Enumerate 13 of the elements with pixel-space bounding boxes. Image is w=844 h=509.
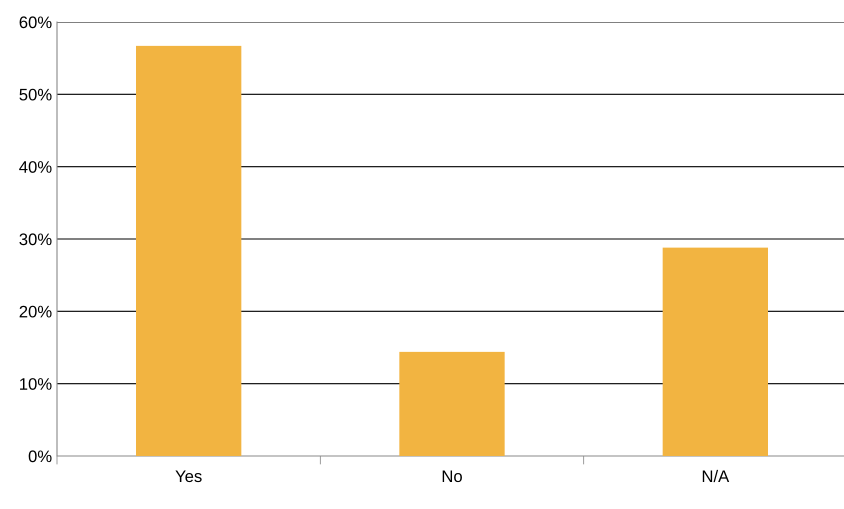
y-tick-label: 20% xyxy=(20,306,52,318)
x-tick-label: N/A xyxy=(702,470,730,482)
y-tick-label: 10% xyxy=(20,378,52,390)
y-tick-label: 50% xyxy=(19,88,52,101)
x-tick-label: No xyxy=(442,470,462,482)
bar xyxy=(399,352,505,456)
y-tick-label: 0% xyxy=(28,450,52,462)
y-tick-label: 40% xyxy=(19,161,52,173)
bar xyxy=(662,248,768,456)
bar xyxy=(136,46,242,456)
y-tick-label: 60% xyxy=(20,16,52,28)
x-tick-label: Yes xyxy=(175,470,202,482)
y-tick-label: 30% xyxy=(19,233,52,246)
